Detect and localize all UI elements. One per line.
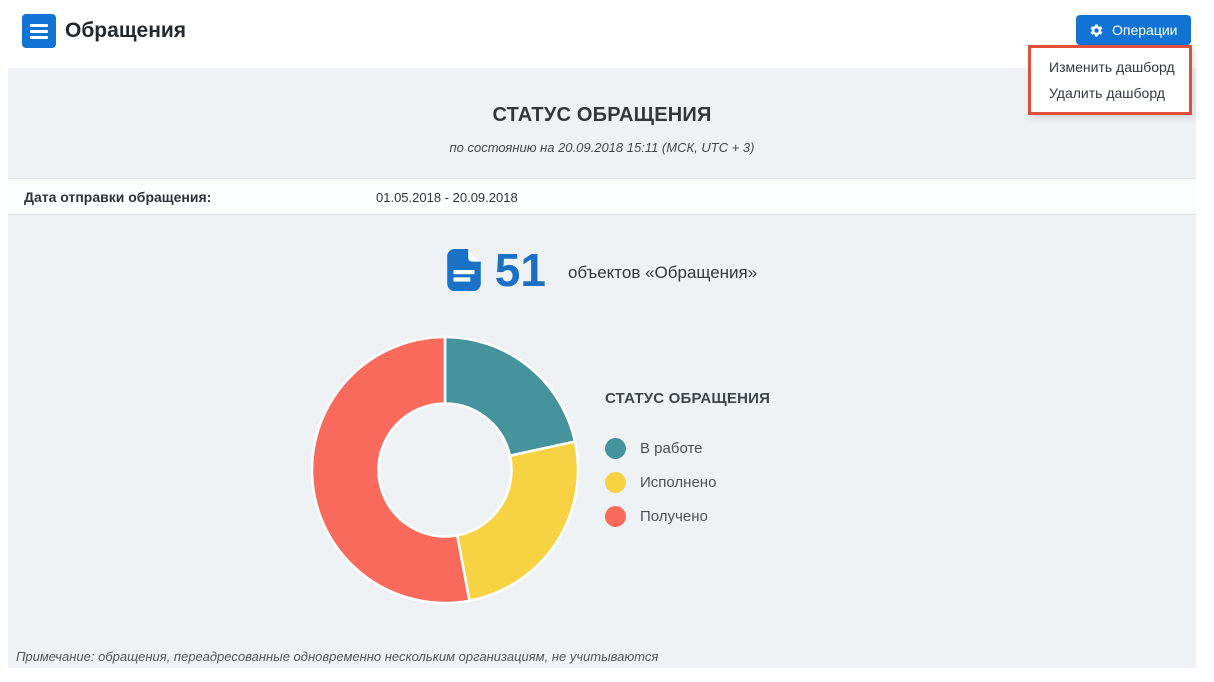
status-donut-chart[interactable] [307, 332, 583, 608]
legend-swatch-red [605, 506, 626, 527]
total-count: 51 [494, 244, 546, 296]
panel-header: СТАТУС ОБРАЩЕНИЯ по состоянию на 20.09.2… [8, 68, 1196, 155]
donut-segment-Получено[interactable] [310, 335, 471, 605]
legend-item-received[interactable]: Получено [605, 506, 770, 527]
donut-segment-В работе[interactable] [443, 335, 577, 458]
filter-label: Дата отправки обращения: [24, 189, 212, 205]
legend-swatch-yellow [605, 472, 626, 493]
operations-button-label: Операции [1112, 22, 1178, 38]
hamburger-icon [30, 23, 48, 39]
donut-segment-Исполнено[interactable] [455, 440, 580, 602]
legend-item-completed[interactable]: Исполнено [605, 472, 770, 493]
filter-row: Дата отправки обращения: 01.05.2018 - 20… [8, 178, 1196, 215]
page-title: Обращения [65, 19, 187, 42]
menu-item-edit-dashboard[interactable]: Изменить дашборд [1049, 59, 1175, 75]
legend-swatch-teal [605, 438, 626, 459]
chart-legend: СТАТУС ОБРАЩЕНИЯ В работе Исполнено Полу… [605, 390, 770, 540]
document-icon [446, 249, 481, 291]
total-count-label: объектов «Обращения» [567, 263, 758, 282]
total-objects-stat: 51 объектов «Обращения» [8, 242, 1196, 298]
operations-button[interactable]: Операции [1076, 15, 1191, 45]
dashboard-timestamp: по состоянию на 20.09.2018 15:11 (МСК, U… [449, 140, 755, 155]
footnote: Примечание: обращения, переадресованные … [16, 649, 659, 664]
legend-title: СТАТУС ОБРАЩЕНИЯ [605, 390, 771, 407]
gear-icon [1090, 24, 1103, 36]
operations-dropdown: Изменить дашборд Удалить дашборд [1028, 45, 1192, 115]
legend-item-in-progress[interactable]: В работе [605, 438, 770, 459]
dashboard-title: СТАТУС ОБРАЩЕНИЯ [492, 104, 712, 126]
filter-value: 01.05.2018 - 20.09.2018 [376, 190, 518, 205]
dashboard-panel: СТАТУС ОБРАЩЕНИЯ по состоянию на 20.09.2… [8, 68, 1196, 668]
main-menu-button[interactable] [22, 14, 56, 48]
menu-item-delete-dashboard[interactable]: Удалить дашборд [1049, 85, 1165, 101]
